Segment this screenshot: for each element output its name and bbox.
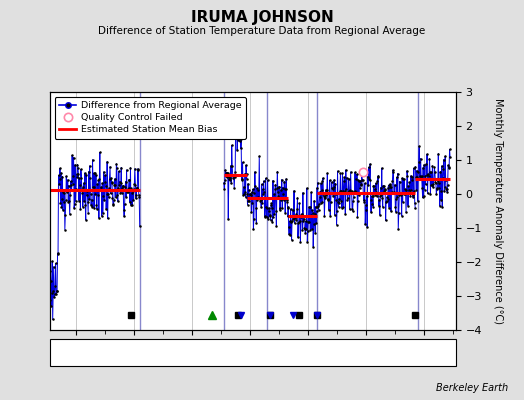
Text: Empirical Break: Empirical Break (368, 348, 440, 357)
Text: ▲: ▲ (147, 347, 154, 358)
Text: Berkeley Earth: Berkeley Earth (436, 383, 508, 393)
Y-axis label: Monthly Temperature Anomaly Difference (°C): Monthly Temperature Anomaly Difference (… (493, 98, 503, 324)
Text: Difference of Station Temperature Data from Regional Average: Difference of Station Temperature Data f… (99, 26, 425, 36)
Legend: Difference from Regional Average, Quality Control Failed, Estimated Station Mean: Difference from Regional Average, Qualit… (54, 97, 246, 139)
Text: Record Gap: Record Gap (156, 348, 209, 357)
Text: IRUMA JOHNSON: IRUMA JOHNSON (191, 10, 333, 25)
Text: ◆: ◆ (56, 347, 63, 358)
Text: ▼: ▼ (228, 347, 235, 358)
Text: Time of Obs. Change: Time of Obs. Change (237, 348, 332, 357)
Text: ■: ■ (359, 347, 368, 358)
Text: Station Move: Station Move (66, 348, 125, 357)
